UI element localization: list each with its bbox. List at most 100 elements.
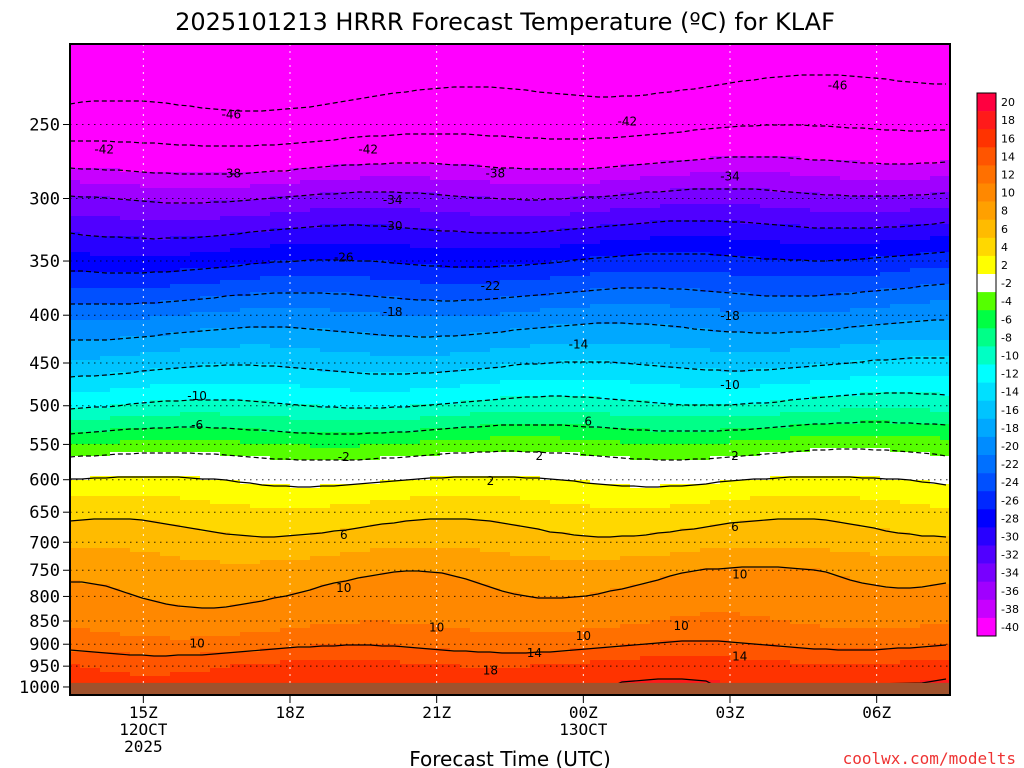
colorbar-label: -30 [1001,530,1019,543]
colorbar-swatch [977,545,996,564]
contour-label: -30 [383,219,403,233]
colorbar-label: 4 [1001,241,1008,254]
colorbar-label: -20 [1001,440,1019,453]
colorbar-swatch [977,292,996,311]
contour-line [70,448,947,461]
colorbar-swatch [977,255,996,275]
colorbar-label: -26 [1001,494,1019,507]
colorbar-label: 14 [1001,150,1015,163]
contour-line [70,251,947,274]
contour-label: 10 [429,621,444,635]
contour-label: -6 [191,418,203,432]
contour-line [70,421,947,435]
y-tick-label: 800 [29,587,60,607]
y-tick-label: 950 [29,657,60,677]
colorbar-label: -40 [1001,621,1019,634]
contour-line [70,640,947,657]
y-tick-label: 500 [29,397,60,417]
contour-line [70,518,947,538]
y-tick-label: 1000 [19,678,60,698]
credit-link[interactable]: coolwx.com/modelts [843,749,1016,768]
colorbar-label: -32 [1001,549,1019,562]
contour-label: -42 [618,114,638,128]
contour-label: -34 [720,169,740,183]
colorbar-swatch [977,473,996,492]
colorbar-label: 18 [1001,114,1015,127]
plot-frame [69,43,951,696]
colorbar-swatch [977,491,996,510]
contour-line [70,319,946,341]
x-tick-label: 15Z [129,703,158,722]
y-tick-label: 900 [29,635,60,655]
y-tick-label: 550 [29,435,60,455]
x-tick-label: 06Z [862,703,891,722]
contour-label: -42 [358,143,378,157]
contour-label: 6 [731,520,739,534]
colorbar-swatch [977,436,996,456]
contour-lines [70,74,947,688]
y-tick-label: 650 [29,503,60,523]
x-tick-label: 21Z [422,703,451,722]
contour-label: 2 [731,449,739,463]
colorbar-label: -38 [1001,603,1019,616]
contour-label: -38 [486,166,506,180]
colorbar-swatch [977,183,996,202]
colorbar-swatch [977,346,996,365]
colorbar-label: -24 [1001,476,1019,489]
contour-line [70,156,947,175]
colorbar-swatch [977,563,996,582]
x-tick-label: 03Z [716,703,745,722]
contour-label: -18 [720,309,740,323]
colorbar-swatch [977,165,996,184]
contour-label: 10 [732,568,747,582]
colorbar-swatch [977,617,996,637]
colorbar-swatch [977,237,996,257]
contour-label: 6 [584,415,592,429]
y-tick-label: 350 [29,252,60,272]
colorbar-label: 2 [1001,259,1008,272]
colorbar-swatch [977,111,996,130]
contour-label: -10 [720,378,740,392]
colorbar-label: 12 [1001,168,1015,181]
colorbar-label: -12 [1001,368,1019,381]
contour-label: -14 [569,338,589,352]
contour-label: -10 [187,389,207,403]
colorbar-label: -2 [1001,277,1012,290]
temperature-field [70,44,950,695]
x-axis-label: Forecast Time (UTC) [409,747,611,768]
contour-label: -46 [828,78,848,92]
colorbar-label: -14 [1001,386,1019,399]
contour-label: -26 [334,251,354,265]
contour-line [70,220,947,240]
colorbar-swatch [977,364,996,383]
y-tick-label: 400 [29,306,60,326]
y-tick-label: 700 [29,533,60,553]
y-tick-label: 250 [29,116,60,136]
contour-label: 18 [483,663,498,677]
x-tick-sublabel: 12OCT [119,720,168,739]
ground-surface [70,682,950,695]
contour-label: 2 [536,449,544,463]
x-tick-label: 00Z [569,703,598,722]
contour-label: -42 [94,143,114,157]
chart-title: 2025101213 HRRR Forecast Temperature (ºC… [175,8,835,36]
y-axis: 250 300 350 400 450 500 550 600 650 700 750 800 850 9… [19,116,70,698]
contour-line [70,124,946,147]
colorbar-label: -6 [1001,313,1012,326]
contour-label: -38 [222,166,242,180]
contour-line [70,188,947,204]
contour-label: 14 [527,646,542,660]
colorbar-swatch [977,274,996,293]
colorbar-swatch [977,382,996,401]
colorbar-swatch [977,400,996,420]
colorbar-label: -28 [1001,512,1019,525]
colorbar-label: -34 [1001,567,1019,580]
colorbar-swatch [977,418,996,438]
colorbar-swatch [977,599,996,619]
colorbar-swatch [977,509,996,528]
colorbar-label: -36 [1001,585,1019,598]
contour-line [70,74,946,112]
contour-labels: -46-46-42 -42-42-38 -38-34-34-30-26-22-18-… [94,78,847,677]
colorbar-label: -16 [1001,404,1019,417]
